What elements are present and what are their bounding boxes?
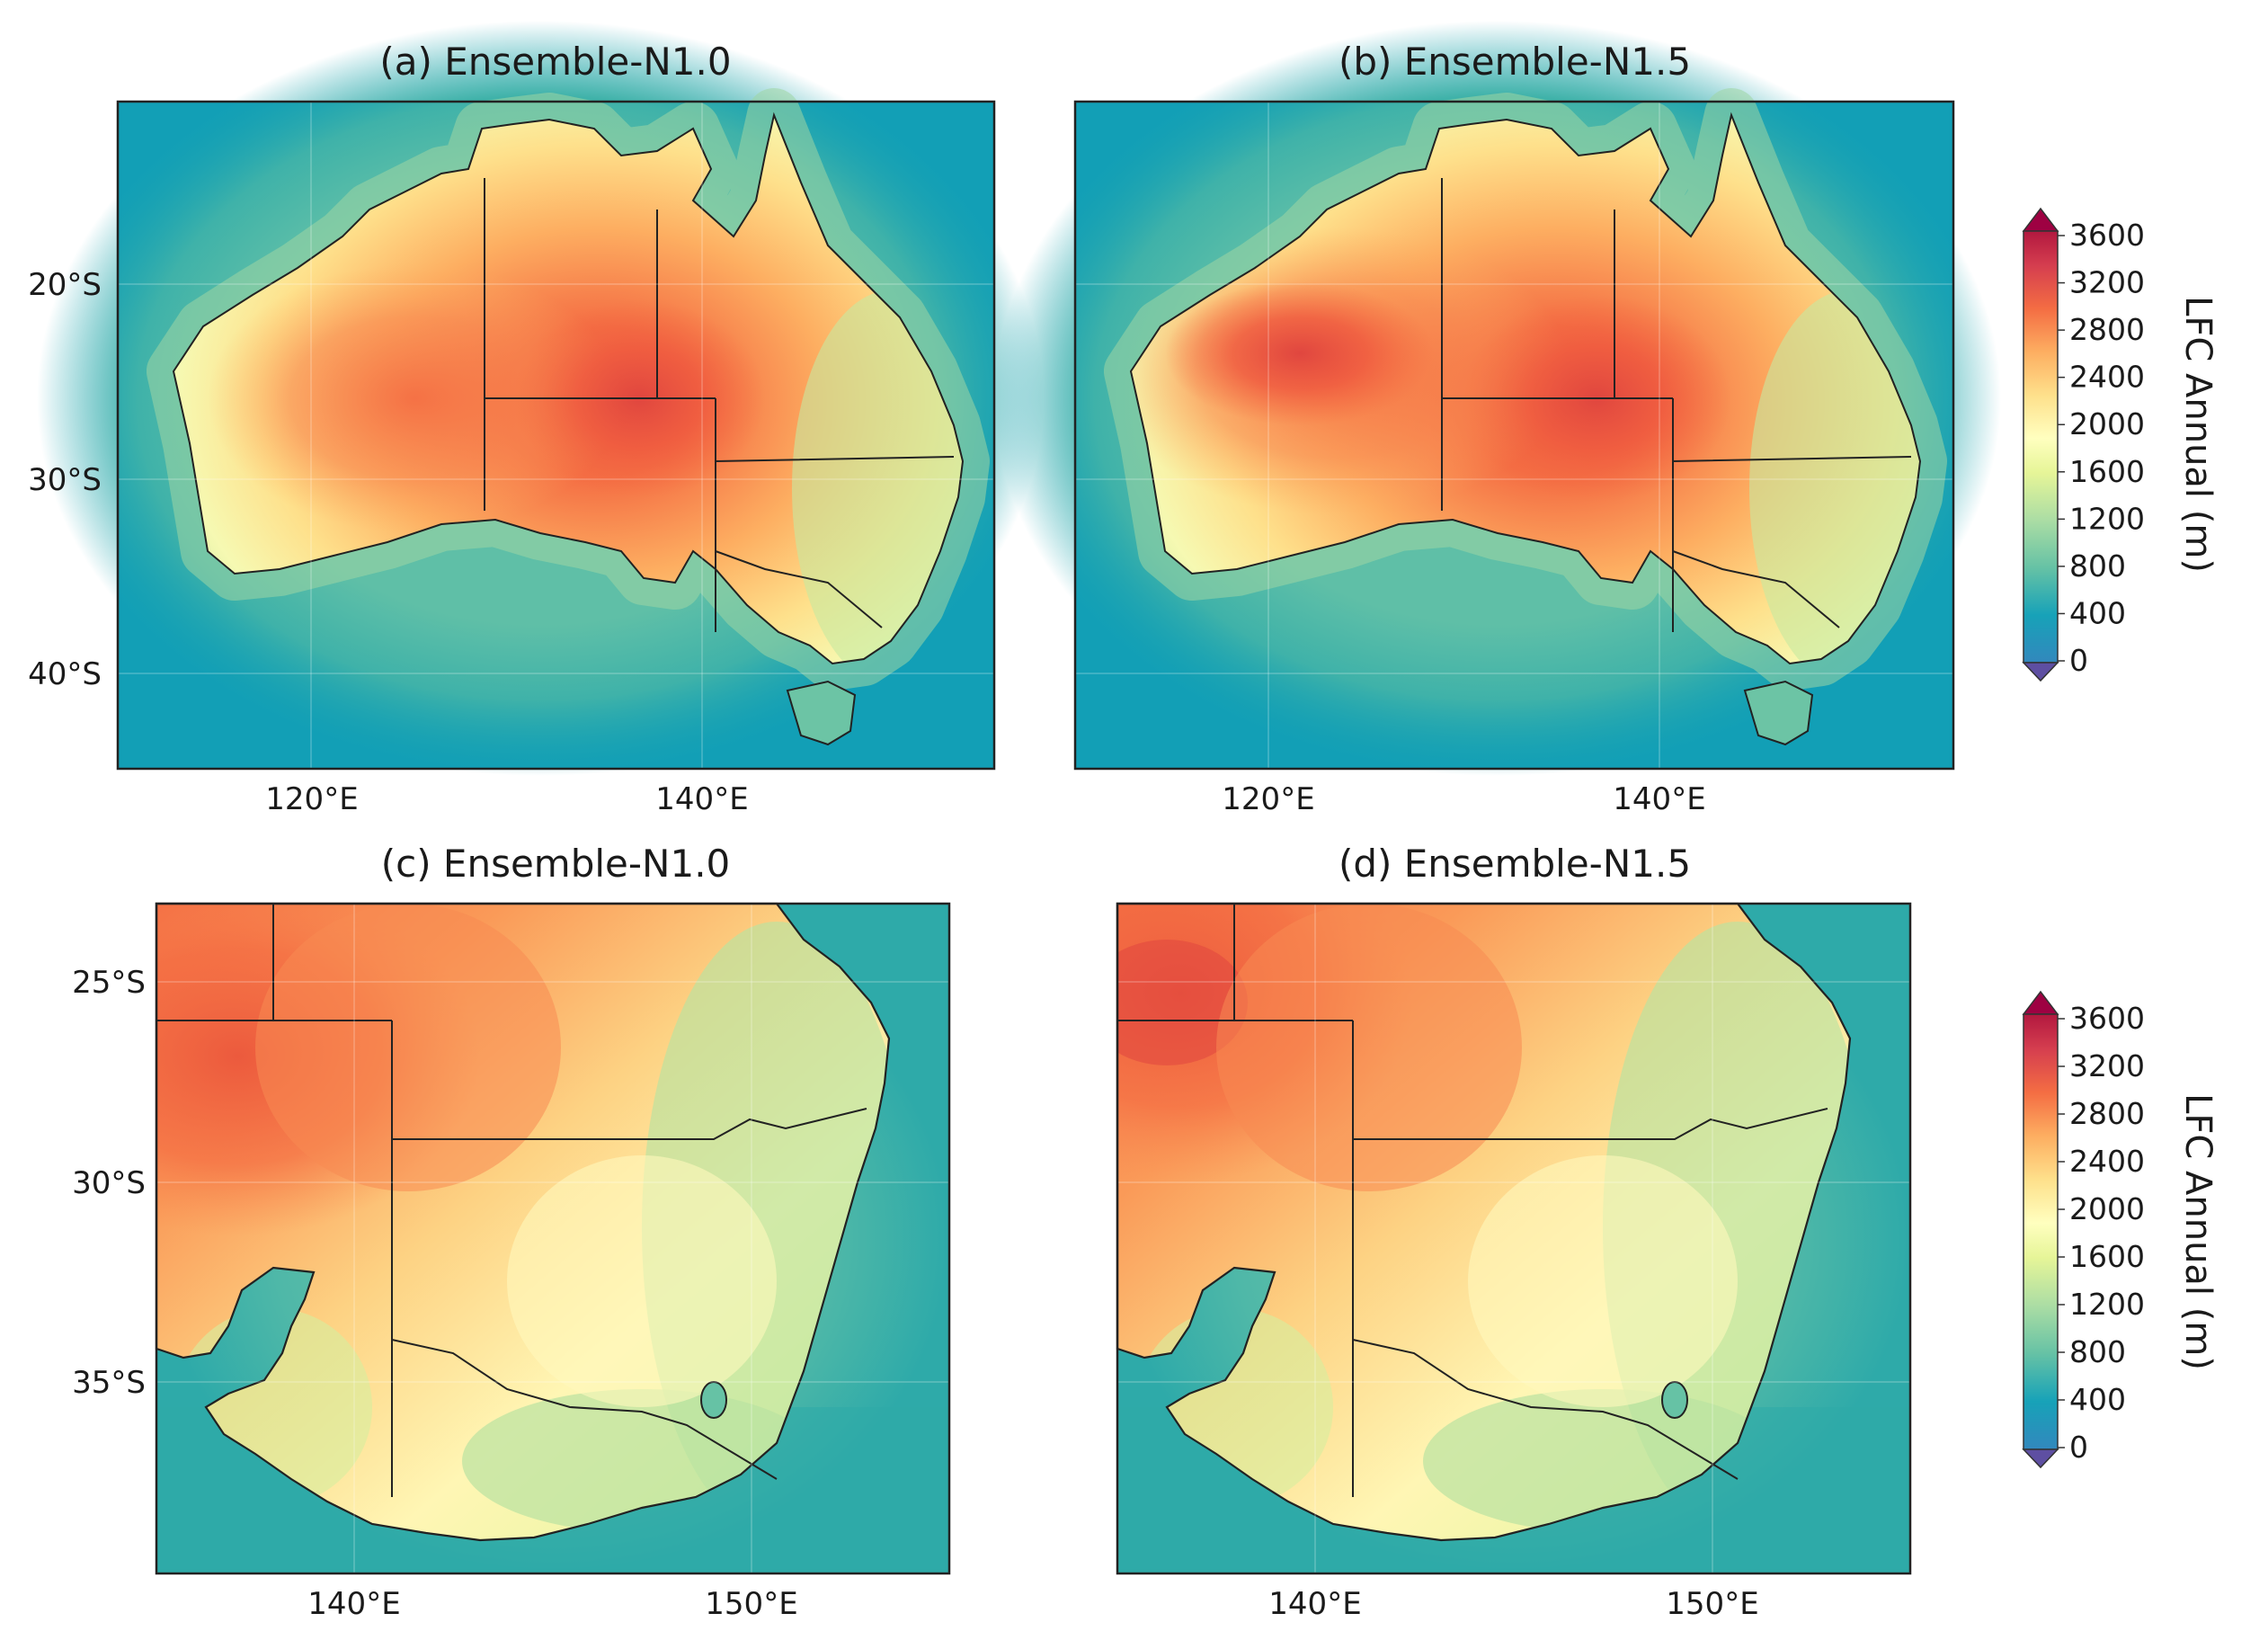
panel-b-xtick: 140°E	[1613, 781, 1705, 817]
colorbar-bottom-extend-min	[2022, 1448, 2059, 1469]
colorbar-top-tick-label: 1600	[2069, 454, 2145, 489]
panel-a-ytick: 40°S	[28, 656, 102, 692]
colorbar-bottom-tick-label: 3200	[2069, 1048, 2145, 1083]
colorbar-bottom-tick-label: 3600	[2069, 1001, 2145, 1036]
colorbar-top-extend-max	[2022, 207, 2059, 232]
panel-b-xticks: 120°E 140°E	[1222, 781, 1705, 817]
colorbar-top-tick-label: 2800	[2069, 312, 2145, 347]
panel-c	[155, 902, 951, 1575]
colorbar-top-extend-min	[2022, 662, 2059, 682]
panel-d-xtick: 150°E	[1666, 1586, 1758, 1622]
colorbar-bottom-tick-label: 1200	[2069, 1287, 2145, 1322]
panel-d	[1116, 902, 1912, 1575]
panel-a-xtick: 120°E	[265, 781, 358, 817]
panel-c-title: (c) Ensemble-N1.0	[381, 842, 731, 886]
colorbar-bottom-ticks: 3600 3200 2800 2400 2000 1600 1200 800 400 0	[2058, 1001, 2145, 1465]
colorbar-top-tick-label: 1200	[2069, 501, 2145, 536]
colorbar-top-ticks: 3600 3200 2800 2400 2000 1600 1200 800 400 0	[2058, 218, 2145, 678]
colorbar-bottom-label: LFC Annual (m)	[2177, 1093, 2219, 1370]
colorbar-bottom-tick-label: 2400	[2069, 1144, 2145, 1179]
panel-d-title: (d) Ensemble-N1.5	[1339, 842, 1691, 886]
colorbar-bottom-extend-max	[2022, 990, 2059, 1015]
panel-c-ytick: 25°S	[72, 965, 146, 1001]
colorbar-top-bar	[2023, 230, 2059, 664]
colorbar-top-tick-label: 0	[2069, 643, 2088, 678]
panel-a-ytick: 30°S	[28, 462, 102, 498]
panel-a-xtick: 140°E	[655, 781, 748, 817]
colorbar-bottom-bar	[2023, 1013, 2059, 1450]
colorbar-top-tick-label: 800	[2069, 548, 2126, 584]
panel-b	[994, 21, 2001, 776]
colorbar-top: 3600 3200 2800 2400 2000 1600 1200 800 400 0 LFC …	[2022, 207, 2219, 682]
panel-d-xticks: 140°E 150°E	[1268, 1586, 1758, 1622]
colorbar-bottom-tick-label: 800	[2069, 1334, 2126, 1369]
panel-a-yticks: 20°S 30°S 40°S	[28, 267, 102, 692]
panel-a-ytick: 20°S	[28, 267, 102, 303]
colorbar-top-label: LFC Annual (m)	[2177, 296, 2219, 573]
panel-c-xtick: 140°E	[307, 1586, 400, 1622]
panel-c-xticks: 140°E 150°E	[307, 1586, 797, 1622]
colorbar-top-tick-label: 3600	[2069, 218, 2145, 253]
panel-a-xticks: 120°E 140°E	[265, 781, 748, 817]
colorbar-top-tick-label: 2400	[2069, 360, 2145, 395]
colorbar-bottom-tick-label: 2800	[2069, 1096, 2145, 1131]
panel-d-xtick: 140°E	[1268, 1586, 1361, 1622]
panel-a-title: (a) Ensemble-N1.0	[379, 40, 731, 84]
colorbar-bottom-tick-label: 400	[2069, 1382, 2126, 1417]
colorbar-bottom-tick-label: 2000	[2069, 1191, 2145, 1226]
colorbar-bottom: 3600 3200 2800 2400 2000 1600 1200 800 400 0 LFC …	[2022, 990, 2219, 1469]
panel-b-title: (b) Ensemble-N1.5	[1339, 40, 1691, 84]
panel-c-xtick: 150°E	[705, 1586, 797, 1622]
panel-b-xtick: 120°E	[1222, 781, 1314, 817]
colorbar-top-tick-label: 3200	[2069, 265, 2145, 300]
colorbar-bottom-tick-label: 0	[2069, 1430, 2088, 1465]
panel-c-ytick: 35°S	[72, 1365, 146, 1401]
panel-c-ytick: 30°S	[72, 1165, 146, 1201]
panel-a	[37, 21, 1044, 776]
colorbar-top-tick-label: 400	[2069, 595, 2126, 630]
colorbar-top-tick-label: 2000	[2069, 406, 2145, 441]
colorbar-bottom-tick-label: 1600	[2069, 1239, 2145, 1274]
panel-c-yticks: 25°S 30°S 35°S	[72, 965, 146, 1401]
